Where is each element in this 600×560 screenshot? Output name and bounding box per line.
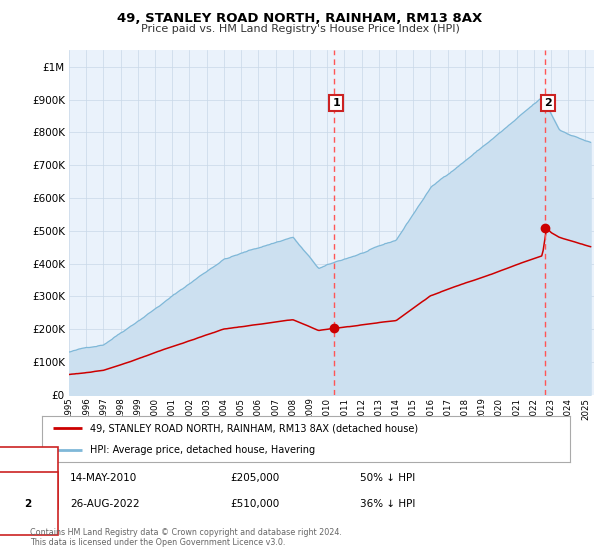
Text: 1: 1 — [25, 473, 32, 483]
Text: Price paid vs. HM Land Registry's House Price Index (HPI): Price paid vs. HM Land Registry's House … — [140, 24, 460, 34]
Text: Contains HM Land Registry data © Crown copyright and database right 2024.
This d: Contains HM Land Registry data © Crown c… — [30, 528, 342, 547]
Text: 49, STANLEY ROAD NORTH, RAINHAM, RM13 8AX (detached house): 49, STANLEY ROAD NORTH, RAINHAM, RM13 8A… — [89, 423, 418, 433]
Text: 1: 1 — [332, 98, 340, 108]
Text: HPI: Average price, detached house, Havering: HPI: Average price, detached house, Have… — [89, 445, 314, 455]
Text: £205,000: £205,000 — [230, 473, 279, 483]
Text: 36% ↓ HPI: 36% ↓ HPI — [360, 498, 415, 508]
Text: £510,000: £510,000 — [230, 498, 279, 508]
Text: 14-MAY-2010: 14-MAY-2010 — [70, 473, 137, 483]
Text: 49, STANLEY ROAD NORTH, RAINHAM, RM13 8AX: 49, STANLEY ROAD NORTH, RAINHAM, RM13 8A… — [118, 12, 482, 25]
Text: 50% ↓ HPI: 50% ↓ HPI — [360, 473, 415, 483]
Text: 2: 2 — [25, 498, 32, 508]
Text: 2: 2 — [544, 98, 551, 108]
Text: 26-AUG-2022: 26-AUG-2022 — [70, 498, 140, 508]
